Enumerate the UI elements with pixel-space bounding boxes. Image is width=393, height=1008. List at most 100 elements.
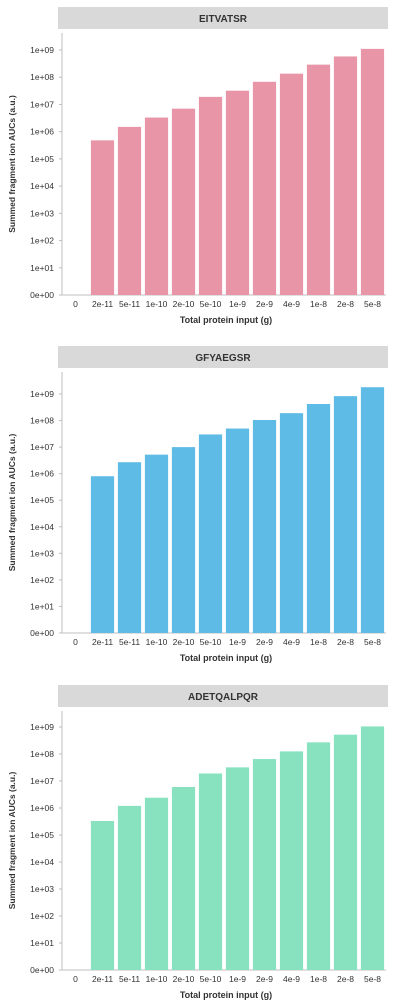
y-axis-title: Summed fragment ion AUCs (a.u.) bbox=[7, 434, 17, 572]
x-tick-label: 5e-11 bbox=[119, 637, 140, 647]
bar bbox=[117, 462, 142, 633]
x-tick-label: 0 bbox=[73, 974, 78, 984]
bar bbox=[279, 413, 304, 633]
y-tick-label: 1e+08 bbox=[30, 416, 54, 426]
x-axis-title: Total protein input (g) bbox=[180, 315, 272, 325]
panel-title-strip bbox=[58, 346, 388, 368]
y-tick-label: 0e+00 bbox=[30, 965, 54, 975]
x-tick-label: 2e-10 bbox=[173, 299, 195, 309]
y-tick-label: 1e+05 bbox=[30, 830, 54, 840]
x-tick-label: 5e-10 bbox=[200, 637, 222, 647]
x-tick-label: 1e-10 bbox=[146, 299, 168, 309]
y-tick-label: 1e+06 bbox=[30, 469, 54, 479]
y-tick-label: 1e+01 bbox=[30, 938, 54, 948]
bar bbox=[252, 759, 277, 970]
x-tick-label: 5e-10 bbox=[200, 299, 222, 309]
bar bbox=[279, 73, 304, 295]
bar bbox=[306, 64, 331, 295]
bar bbox=[171, 108, 196, 295]
x-tick-label: 2e-10 bbox=[173, 974, 195, 984]
bar bbox=[279, 751, 304, 970]
bar bbox=[360, 48, 385, 295]
y-tick-label: 1e+03 bbox=[30, 548, 54, 558]
x-tick-label: 0 bbox=[73, 299, 78, 309]
y-tick-label: 1e+03 bbox=[30, 884, 54, 894]
y-tick-label: 1e+08 bbox=[30, 72, 54, 82]
bar bbox=[90, 476, 115, 633]
x-axis-title: Total protein input (g) bbox=[180, 653, 272, 663]
y-tick-label: 1e+01 bbox=[30, 263, 54, 273]
x-tick-label: 2e-8 bbox=[337, 299, 354, 309]
y-tick-label: 1e+02 bbox=[30, 575, 54, 585]
x-tick-label: 0 bbox=[73, 637, 78, 647]
x-tick-label: 5e-11 bbox=[119, 974, 140, 984]
panel-title: GFYAEGSR bbox=[195, 353, 251, 364]
y-tick-label: 1e+08 bbox=[30, 749, 54, 759]
y-axis-title: Summed fragment ion AUCs (a.u.) bbox=[7, 772, 17, 910]
bar bbox=[225, 428, 250, 633]
x-tick-label: 1e-8 bbox=[310, 974, 327, 984]
y-axis-title: Summed fragment ion AUCs (a.u.) bbox=[7, 95, 17, 233]
y-tick-label: 1e+09 bbox=[30, 389, 54, 399]
bar bbox=[171, 786, 196, 970]
panel-title-strip bbox=[58, 685, 388, 707]
bar bbox=[252, 81, 277, 295]
chart-panel: EITVATSR 0e+00 1e+01 1e+02 1e+03 1e+04 1e+05 1e… bbox=[7, 7, 388, 325]
bar bbox=[306, 742, 331, 970]
x-tick-label: 5e-8 bbox=[364, 637, 381, 647]
y-tick-label: 1e+05 bbox=[30, 154, 54, 164]
y-tick-label: 1e+03 bbox=[30, 208, 54, 218]
y-tick-label: 1e+04 bbox=[30, 181, 54, 191]
bar bbox=[144, 454, 169, 633]
chart-panel: ADETQALPQR 0e+00 1e+01 1e+02 1e+03 1e+04 1e+05… bbox=[7, 685, 388, 1000]
bar bbox=[252, 419, 277, 633]
y-tick-label: 1e+07 bbox=[30, 442, 54, 452]
y-tick-label: 1e+02 bbox=[30, 236, 54, 246]
x-tick-label: 4e-9 bbox=[283, 637, 300, 647]
bar bbox=[360, 387, 385, 633]
y-tick-label: 1e+09 bbox=[30, 45, 54, 55]
bar bbox=[198, 96, 223, 295]
bar bbox=[198, 434, 223, 633]
bar bbox=[198, 773, 223, 970]
y-tick-label: 0e+00 bbox=[30, 628, 54, 638]
x-tick-label: 1e-9 bbox=[229, 299, 246, 309]
x-tick-label: 5e-11 bbox=[119, 299, 140, 309]
x-tick-label: 5e-10 bbox=[200, 974, 222, 984]
x-tick-label: 1e-10 bbox=[146, 637, 168, 647]
y-tick-label: 1e+04 bbox=[30, 857, 54, 867]
y-tick-label: 1e+01 bbox=[30, 601, 54, 611]
x-tick-label: 4e-9 bbox=[283, 974, 300, 984]
bar bbox=[333, 56, 358, 295]
x-tick-label: 1e-9 bbox=[229, 974, 246, 984]
x-tick-label: 2e-10 bbox=[173, 637, 195, 647]
panel-title: EITVATSR bbox=[199, 14, 248, 25]
y-tick-label: 1e+04 bbox=[30, 522, 54, 532]
bar bbox=[144, 117, 169, 295]
x-tick-label: 2e-9 bbox=[256, 974, 273, 984]
bar bbox=[333, 734, 358, 970]
panel-title: ADETQALPQR bbox=[188, 692, 259, 703]
bar bbox=[90, 821, 115, 970]
x-tick-label: 2e-8 bbox=[337, 637, 354, 647]
y-tick-label: 1e+05 bbox=[30, 495, 54, 505]
x-tick-label: 2e-11 bbox=[92, 299, 113, 309]
bar bbox=[117, 805, 142, 970]
y-tick-label: 1e+02 bbox=[30, 911, 54, 921]
bar bbox=[333, 396, 358, 633]
bar bbox=[117, 126, 142, 295]
y-tick-label: 1e+06 bbox=[30, 803, 54, 813]
bar bbox=[225, 767, 250, 970]
bar bbox=[306, 404, 331, 633]
x-tick-label: 2e-11 bbox=[92, 637, 113, 647]
x-tick-label: 1e-8 bbox=[310, 299, 327, 309]
x-tick-label: 5e-8 bbox=[364, 974, 381, 984]
y-tick-label: 1e+09 bbox=[30, 722, 54, 732]
bar bbox=[225, 90, 250, 295]
x-tick-label: 4e-9 bbox=[283, 299, 300, 309]
x-tick-label: 5e-8 bbox=[364, 299, 381, 309]
x-tick-label: 1e-8 bbox=[310, 637, 327, 647]
bar bbox=[360, 726, 385, 970]
y-tick-label: 1e+06 bbox=[30, 127, 54, 137]
